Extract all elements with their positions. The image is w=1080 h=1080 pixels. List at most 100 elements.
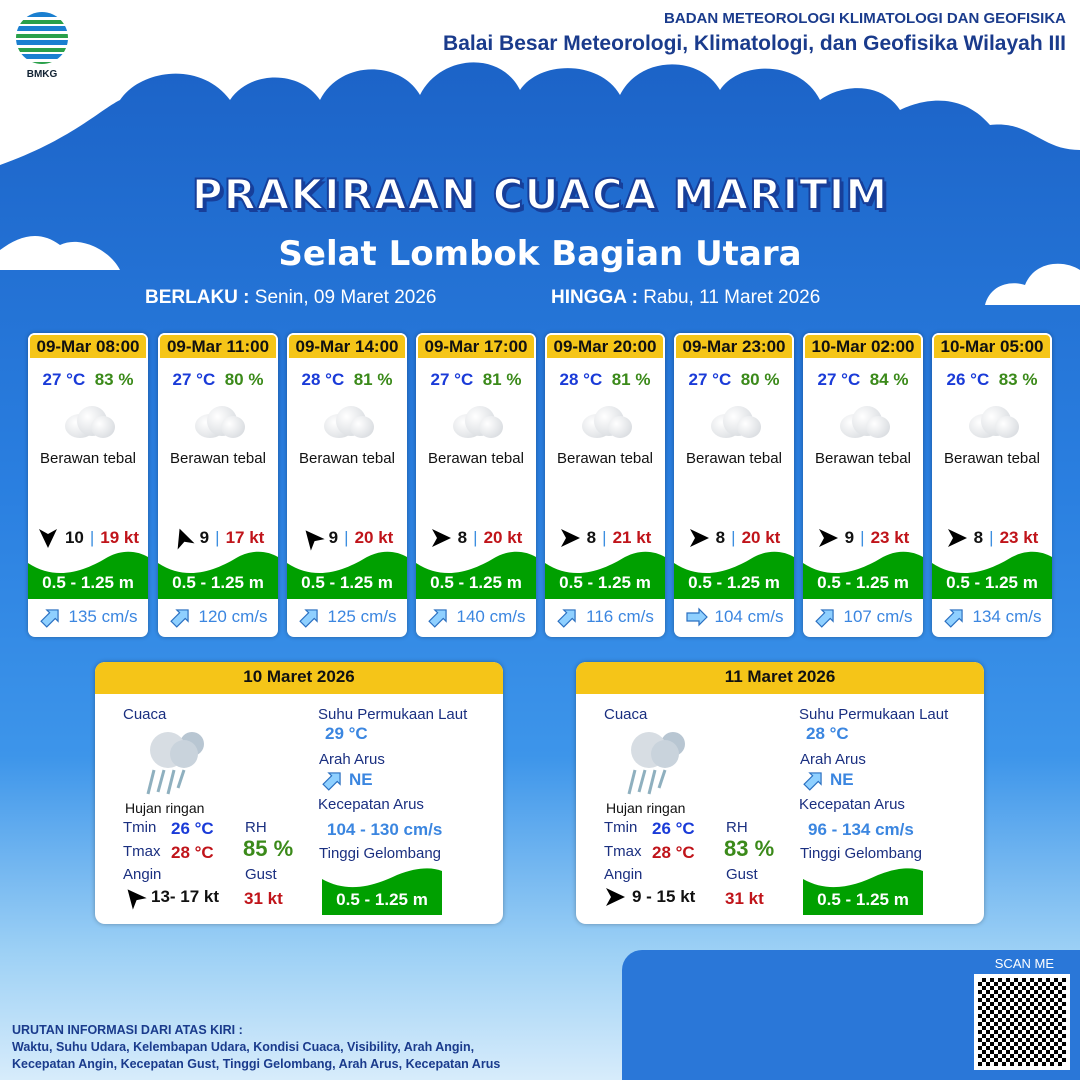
temperature: 27 °C	[430, 370, 474, 389]
current-speed: 104 cm/s	[714, 607, 784, 626]
forecast-card: 09-Mar 14:00 28 °C 81 % Berawan tebal 9 |…	[287, 333, 407, 637]
wave-height: 0.5 - 1.25 m	[158, 547, 278, 599]
rain-cloud-icon	[146, 732, 204, 795]
current-speed: 140 cm/s	[456, 607, 526, 626]
tmax: 28 °C	[171, 843, 214, 862]
day-rh: 85 %	[243, 836, 294, 861]
temperature: 28 °C	[301, 370, 345, 389]
tmin: 26 °C	[171, 819, 214, 838]
wave-height: 0.5 - 1.25 m	[803, 547, 923, 599]
wind-direction-icon	[177, 528, 195, 550]
wind-speed: 9	[844, 528, 855, 547]
cloud-icon	[836, 406, 890, 438]
current-speed: 116 cm/s	[586, 607, 654, 626]
wind-direction-icon	[689, 529, 709, 547]
scan-label: SCAN ME	[994, 956, 1054, 971]
wind-direction-icon	[431, 529, 451, 547]
humidity: 83 %	[998, 370, 1038, 389]
current-direction-icon	[39, 609, 59, 628]
weather-condition: Berawan tebal	[40, 450, 136, 467]
gust-speed: 17 kt	[225, 528, 265, 547]
day-wind: 9 - 15 kt	[632, 887, 696, 906]
wind-direction-icon	[818, 529, 838, 547]
wind-direction-icon	[305, 530, 325, 551]
humidity: 81 %	[353, 370, 393, 389]
temperature: 27 °C	[817, 370, 861, 389]
card-time: 09-Mar 17:00	[416, 333, 536, 360]
wind-direction-icon	[38, 529, 57, 548]
cloud-icon	[61, 406, 115, 438]
wind-speed: 9	[328, 528, 339, 547]
gust-speed: 23 kt	[999, 528, 1039, 547]
weather-condition: Berawan tebal	[944, 450, 1040, 467]
wind-direction-icon	[127, 889, 147, 910]
gust-speed: 21 kt	[612, 528, 652, 547]
weather-condition: Berawan tebal	[686, 450, 782, 467]
current-direction-icon	[427, 609, 447, 628]
wind-speed: 8	[457, 528, 468, 547]
current-speed: 125 cm/s	[327, 607, 397, 626]
current-speed: 107 cm/s	[843, 607, 913, 626]
wave-height: 0.5 - 1.25 m	[28, 547, 148, 599]
current-direction-icon	[169, 609, 189, 628]
page-title: PRAKIRAAN CUACA MARITIM	[191, 169, 889, 220]
qr-code[interactable]	[974, 974, 1070, 1070]
gust-speed: 20 kt	[483, 528, 523, 547]
card-time: 10-Mar 02:00	[803, 333, 923, 360]
weather-condition: Berawan tebal	[170, 450, 266, 467]
cloud-icon	[707, 406, 761, 438]
temperature: 27 °C	[172, 370, 216, 389]
tmax: 28 °C	[652, 843, 695, 862]
wave-height: 0.5 - 1.25 m	[674, 547, 794, 599]
card-time: 09-Mar 08:00	[28, 333, 148, 360]
forecast-card: 09-Mar 23:00 27 °C 80 % Berawan tebal 8 |…	[674, 333, 794, 637]
card-time: 09-Mar 11:00	[158, 333, 278, 360]
wind-speed: 8	[973, 528, 984, 547]
rain-cloud-icon	[627, 732, 685, 795]
gust-speed: 23 kt	[870, 528, 910, 547]
temperature: 26 °C	[946, 370, 990, 389]
day-gust: 31 kt	[725, 889, 764, 908]
current-direction-icon	[814, 609, 834, 628]
gust-speed: 19 kt	[100, 528, 140, 547]
wind-speed: 9	[199, 528, 210, 547]
day-wave-height: 0.5 - 1.25 m	[322, 867, 442, 915]
sst: 29 °C	[325, 724, 368, 743]
temperature: 27 °C	[42, 370, 86, 389]
current-direction-icon	[943, 609, 963, 628]
cloud-icon	[449, 406, 503, 438]
cloud-icon	[191, 406, 245, 438]
current-direction-icon	[803, 772, 822, 791]
day-weather: Hujan ringan	[606, 800, 686, 816]
temperature: 27 °C	[688, 370, 732, 389]
tmin: 26 °C	[652, 819, 695, 838]
valid-from: BERLAKU : Senin, 09 Maret 2026	[145, 287, 437, 308]
current-speed: 135 cm/s	[68, 607, 138, 626]
current-direction-icon	[298, 609, 318, 628]
humidity: 84 %	[869, 370, 909, 389]
wave-height: 0.5 - 1.25 m	[545, 547, 665, 599]
forecast-card: 09-Mar 20:00 28 °C 81 % Berawan tebal 8 |…	[545, 333, 665, 637]
day-wind: 13- 17 kt	[151, 887, 220, 906]
org-office: Balai Besar Meteorologi, Klimatologi, da…	[443, 32, 1066, 55]
day-wave-height: 0.5 - 1.25 m	[803, 867, 923, 915]
wind-speed: 8	[715, 528, 726, 547]
wave-height: 0.5 - 1.25 m	[416, 547, 536, 599]
current-direction: NE	[830, 770, 854, 789]
day-gust: 31 kt	[244, 889, 283, 908]
card-time: 09-Mar 14:00	[287, 333, 407, 360]
cloud-icon	[578, 406, 632, 438]
current-direction-icon	[685, 607, 708, 627]
cloud-right	[985, 263, 1080, 305]
humidity: 83 %	[94, 370, 134, 389]
cloud-banner	[0, 0, 1080, 165]
forecast-card: 10-Mar 02:00 27 °C 84 % Berawan tebal 9 |…	[803, 333, 923, 637]
wind-direction-icon	[947, 529, 967, 547]
current-speed: 134 cm/s	[972, 607, 1042, 626]
wind-direction-icon	[606, 888, 625, 906]
humidity: 80 %	[740, 370, 780, 389]
footer-legend: URUTAN INFORMASI DARI ATAS KIRI : Waktu,…	[12, 1023, 501, 1071]
forecast-card: 09-Mar 08:00 27 °C 83 % Berawan tebal 10…	[28, 333, 148, 637]
org-name: BADAN METEOROLOGI KLIMATOLOGI DAN GEOFIS…	[664, 10, 1066, 27]
card-time: 09-Mar 23:00	[674, 333, 794, 360]
